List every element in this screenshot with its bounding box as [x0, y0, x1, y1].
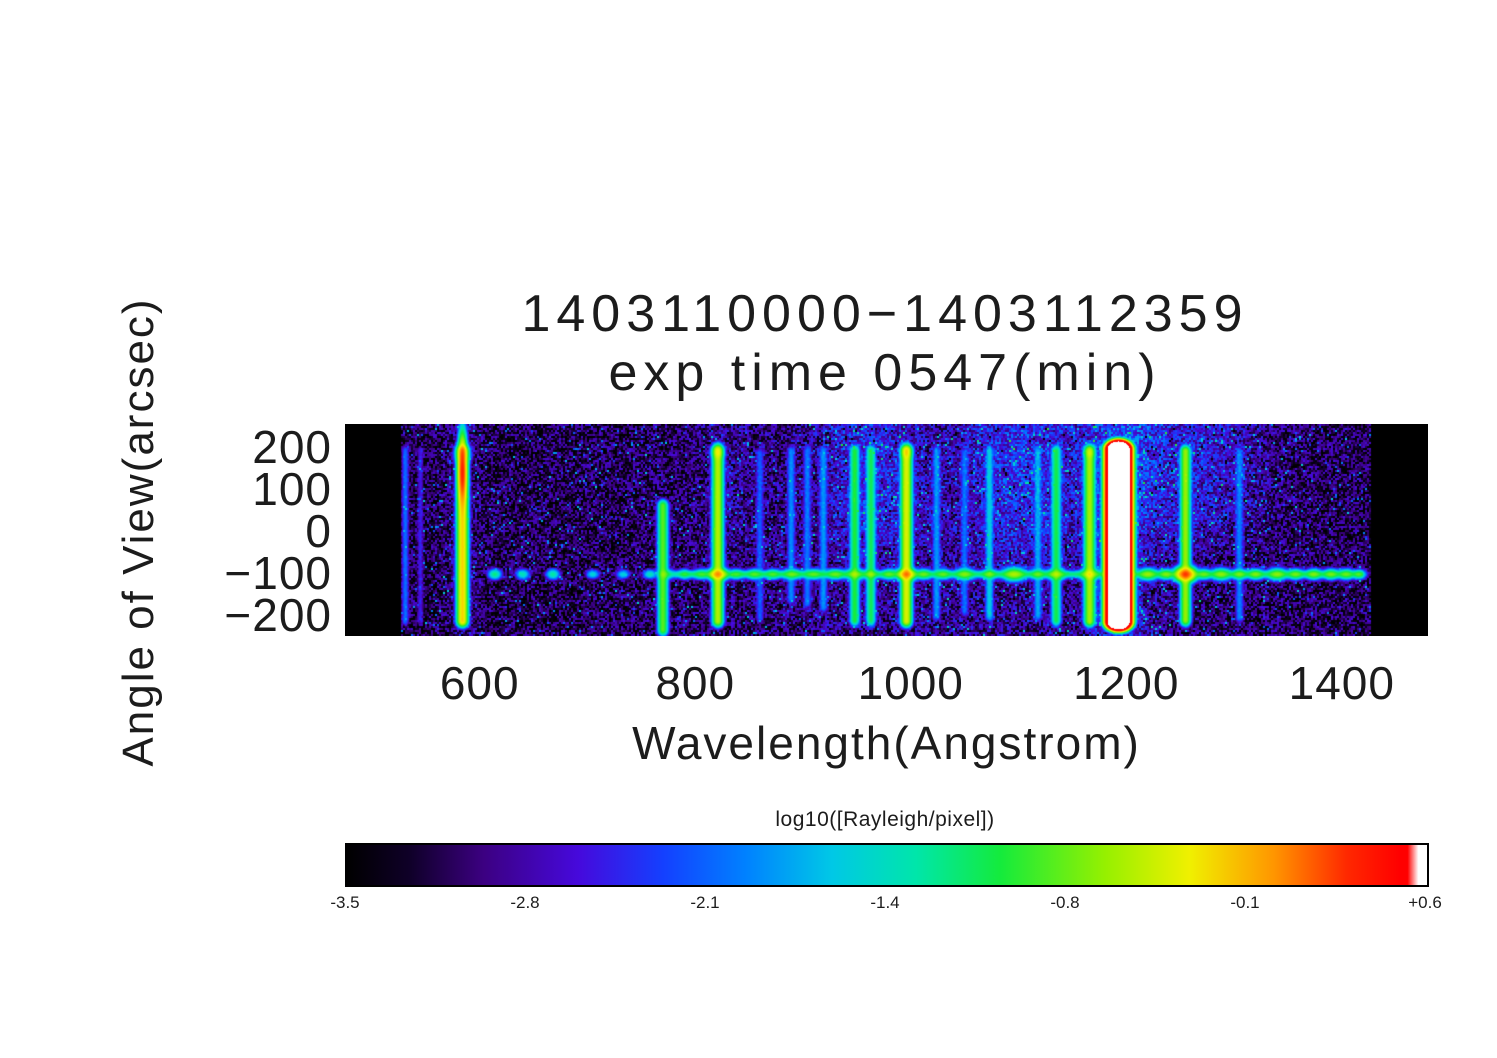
y-tick-label--100: −100: [224, 547, 332, 600]
colorbar-tick-label--3.5: -3.5: [330, 893, 360, 912]
figure-title-line2: exp time 0547(min): [608, 344, 1162, 402]
x-tick-label-1000: 1000: [857, 657, 964, 709]
y-tick-label-200: 200: [252, 421, 332, 474]
colorbar-tick-label--0.8: -0.8: [1050, 893, 1080, 912]
colorbar-tick-label--2.1: -2.1: [690, 893, 720, 912]
colorbar-title: log10([Rayleigh/pixel]): [775, 808, 995, 831]
x-tick-label-1200: 1200: [1073, 657, 1180, 709]
colorbar-gradient: [345, 843, 1429, 887]
y-tick-label-0: 0: [305, 505, 332, 558]
figure-title-line1: 1403110000−1403112359: [521, 285, 1249, 343]
y-tick-label-100: 100: [252, 463, 332, 516]
y-tick-label--200: −200: [224, 589, 332, 641]
colorbar-tick-label--0.1: -0.1: [1230, 893, 1260, 912]
x-tick-label-800: 800: [655, 657, 736, 709]
x-tick-label-1400: 1400: [1288, 657, 1395, 709]
x-tick-label-600: 600: [439, 657, 520, 709]
spectrogram-image: [345, 424, 1428, 636]
colorbar-tick-label-+0.6: +0.6: [1408, 893, 1442, 912]
x-axis-title: Wavelength(Angstrom): [632, 717, 1141, 769]
colorbar-tick-label--2.8: -2.8: [510, 893, 540, 912]
colorbar-tick-label--1.4: -1.4: [870, 893, 900, 912]
